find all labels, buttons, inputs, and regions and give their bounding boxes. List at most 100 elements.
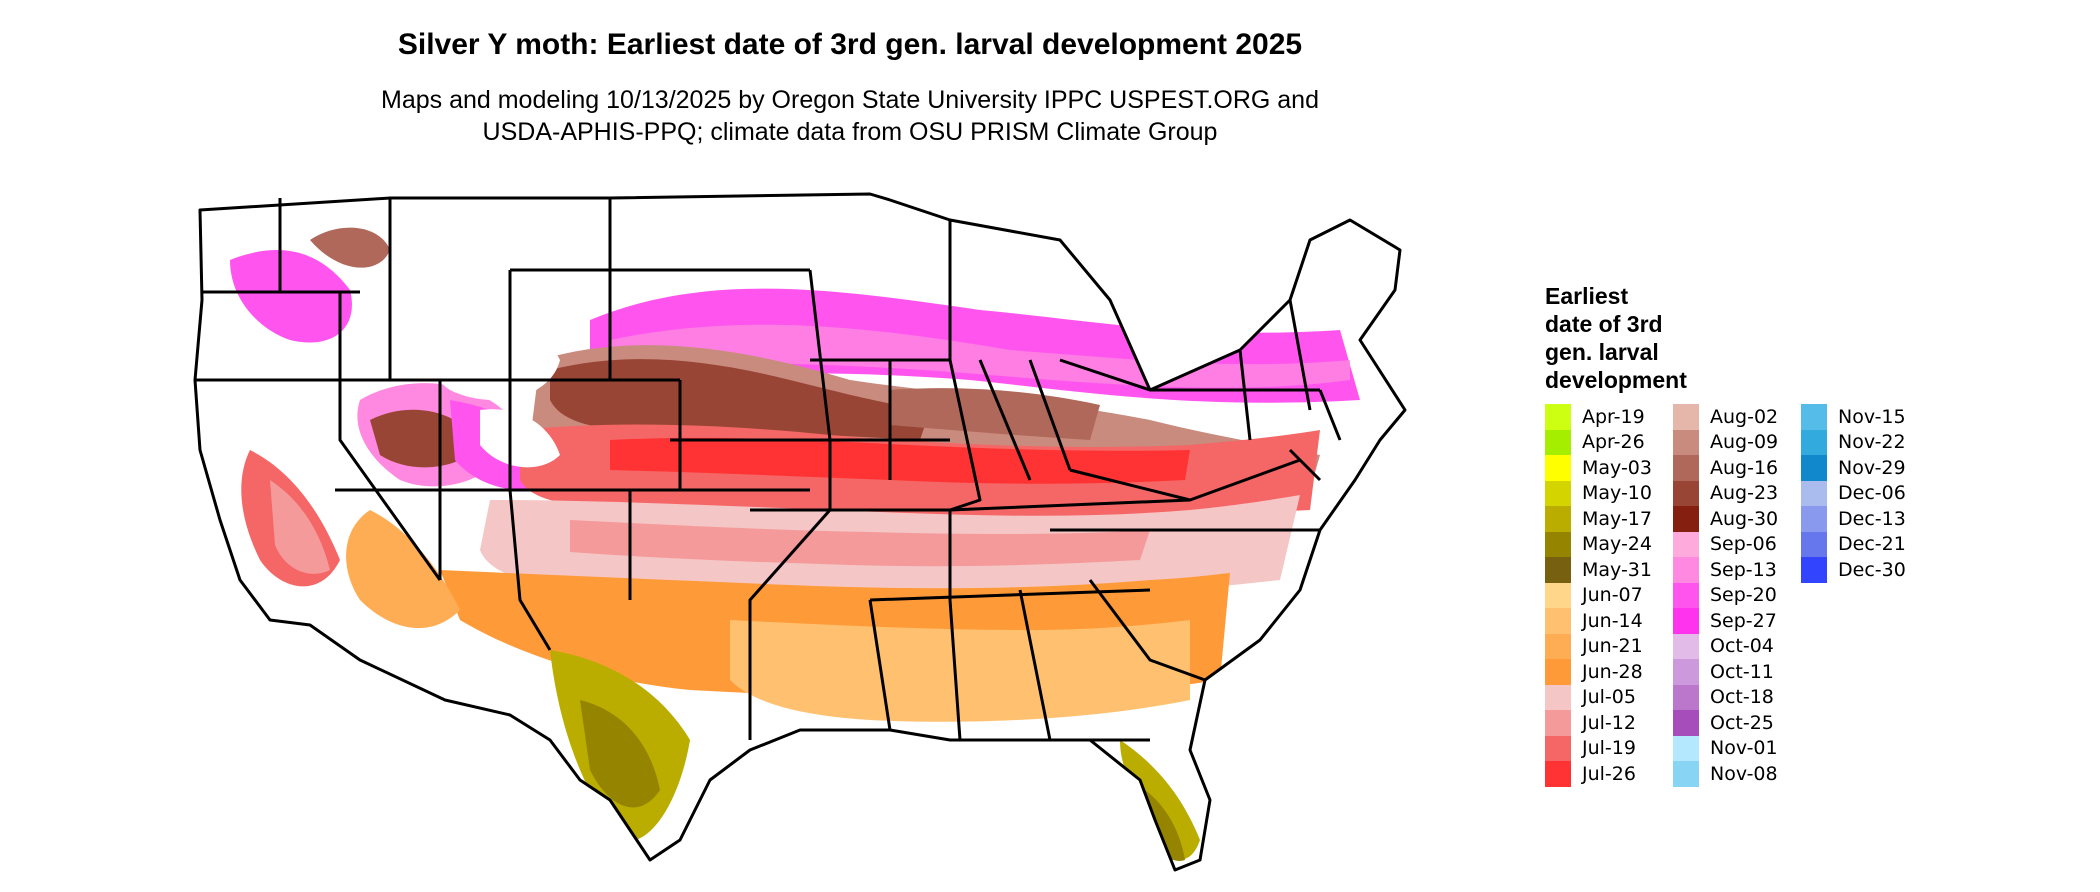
legend-label: Jun-14 (1582, 609, 1643, 632)
legend-label: Oct-25 (1710, 711, 1774, 734)
legend-swatch (1545, 404, 1571, 430)
legend-label: Dec-21 (1838, 533, 1906, 556)
legend-swatch (1545, 761, 1571, 787)
legend-item: Nov-29 (1801, 455, 1906, 481)
legend-item: Jul-05 (1545, 684, 1652, 710)
legend-swatch (1801, 480, 1827, 506)
legend-swatch (1801, 531, 1827, 557)
legend-item: Jun-21 (1545, 633, 1652, 659)
legend-swatch (1545, 480, 1571, 506)
legend-column: Aug-02 Aug-09 Aug-16 Aug-23 Aug-30 Sep-06 Sep-… (1673, 404, 1778, 787)
legend-label: Nov-15 (1838, 405, 1906, 428)
legend-swatch (1545, 506, 1571, 532)
legend-swatch (1545, 608, 1571, 634)
legend-item: Dec-06 (1801, 480, 1906, 506)
legend-swatch (1801, 506, 1827, 532)
legend-column: Nov-15 Nov-22 Nov-29 Dec-06 Dec-13 Dec-21 Dec-… (1801, 404, 1906, 583)
legend-swatch (1673, 404, 1699, 430)
legend-swatch (1545, 710, 1571, 736)
legend-label: Jul-05 (1582, 686, 1636, 709)
legend-column: Apr-19 Apr-26 May-03 May-10 May-17 May-24 May-… (1545, 404, 1652, 787)
legend-swatch (1673, 633, 1699, 659)
legend-label: Aug-09 (1710, 431, 1779, 454)
legend-label: Oct-11 (1710, 660, 1774, 683)
legend-label: Dec-13 (1838, 507, 1906, 530)
legend-item: May-10 (1545, 480, 1652, 506)
legend-swatch (1673, 684, 1699, 710)
legend-swatch (1545, 557, 1571, 583)
legend-label: Apr-26 (1582, 431, 1645, 454)
legend-item: Nov-08 (1673, 761, 1778, 787)
legend-label: Nov-08 (1710, 762, 1778, 785)
legend-label: Dec-30 (1838, 558, 1906, 581)
legend-label: Sep-27 (1710, 609, 1777, 632)
legend-swatch (1673, 429, 1699, 455)
legend-swatch (1673, 710, 1699, 736)
legend-item: Oct-11 (1673, 659, 1778, 685)
legend-item: May-24 (1545, 531, 1652, 557)
legend-swatch (1673, 761, 1699, 787)
legend-item: Apr-26 (1545, 429, 1652, 455)
legend-label: Sep-20 (1710, 584, 1777, 607)
legend-item: Aug-09 (1673, 429, 1779, 455)
legend-item: May-17 (1545, 506, 1652, 532)
legend-item: Sep-06 (1673, 531, 1778, 557)
legend-swatch (1545, 455, 1571, 481)
legend-swatch (1801, 557, 1827, 583)
legend-item: Oct-18 (1673, 684, 1778, 710)
legend-label: Jul-12 (1582, 711, 1636, 734)
legend-title-line: development (1545, 367, 1687, 393)
legend-item: Dec-13 (1801, 506, 1906, 532)
legend-item: Oct-25 (1673, 710, 1778, 736)
legend-swatch (1545, 659, 1571, 685)
legend-label: Nov-01 (1710, 737, 1778, 760)
legend-label: Aug-16 (1710, 456, 1779, 479)
legend-label: May-31 (1582, 558, 1652, 581)
legend-title-line: date of 3rd (1545, 311, 1663, 337)
legend-swatch (1801, 429, 1827, 455)
legend-item: May-03 (1545, 455, 1652, 481)
legend-item: Jul-26 (1545, 761, 1652, 787)
legend-item: Oct-04 (1673, 633, 1778, 659)
legend-item: Jun-28 (1545, 659, 1652, 685)
legend-swatch (1673, 480, 1699, 506)
legend-item: Aug-02 (1673, 404, 1778, 430)
legend-label: Aug-02 (1710, 405, 1779, 428)
legend-title-line: Earliest (1545, 283, 1629, 309)
legend-swatch (1673, 582, 1699, 608)
legend-item: Jun-14 (1545, 608, 1652, 634)
legend-item: Sep-27 (1673, 608, 1778, 634)
subtitle-line-2: USDA-APHIS-PPQ; climate data from OSU PR… (482, 118, 1218, 146)
legend-item: Jul-12 (1545, 710, 1652, 736)
legend-label: Aug-23 (1710, 482, 1779, 505)
legend-label: Nov-29 (1838, 456, 1906, 479)
legend-label: May-10 (1582, 482, 1652, 505)
legend-swatch (1673, 455, 1699, 481)
legend-label: Sep-13 (1710, 558, 1777, 581)
legend-label: Jul-26 (1582, 762, 1636, 785)
legend-swatch (1673, 506, 1699, 532)
legend-item: Jun-07 (1545, 582, 1652, 608)
legend-swatch (1673, 659, 1699, 685)
legend-label: Nov-22 (1838, 431, 1906, 454)
legend-swatch (1545, 429, 1571, 455)
legend-label: Dec-06 (1838, 482, 1906, 505)
legend-swatch (1545, 531, 1571, 557)
legend-swatch (1545, 735, 1571, 761)
legend-item: Sep-13 (1673, 557, 1778, 583)
legend-label: Jun-21 (1582, 635, 1643, 658)
legend-item: Aug-30 (1673, 506, 1778, 532)
legend-label: Jul-19 (1582, 737, 1636, 760)
legend-label: Sep-06 (1710, 533, 1777, 556)
legend-item: Aug-23 (1673, 480, 1779, 506)
legend-item: May-31 (1545, 557, 1652, 583)
legend-label: Jun-07 (1582, 584, 1643, 607)
legend-item: Apr-19 (1545, 404, 1652, 430)
legend-item: Nov-01 (1673, 735, 1778, 761)
legend-title: Earliest date of 3rd gen. larval develop… (1545, 282, 1765, 394)
us-conus-map (193, 192, 1407, 872)
legend-item: Nov-15 (1801, 404, 1906, 430)
legend-swatch (1545, 633, 1571, 659)
legend-swatch (1801, 404, 1827, 430)
legend-label: Jun-28 (1582, 660, 1643, 683)
